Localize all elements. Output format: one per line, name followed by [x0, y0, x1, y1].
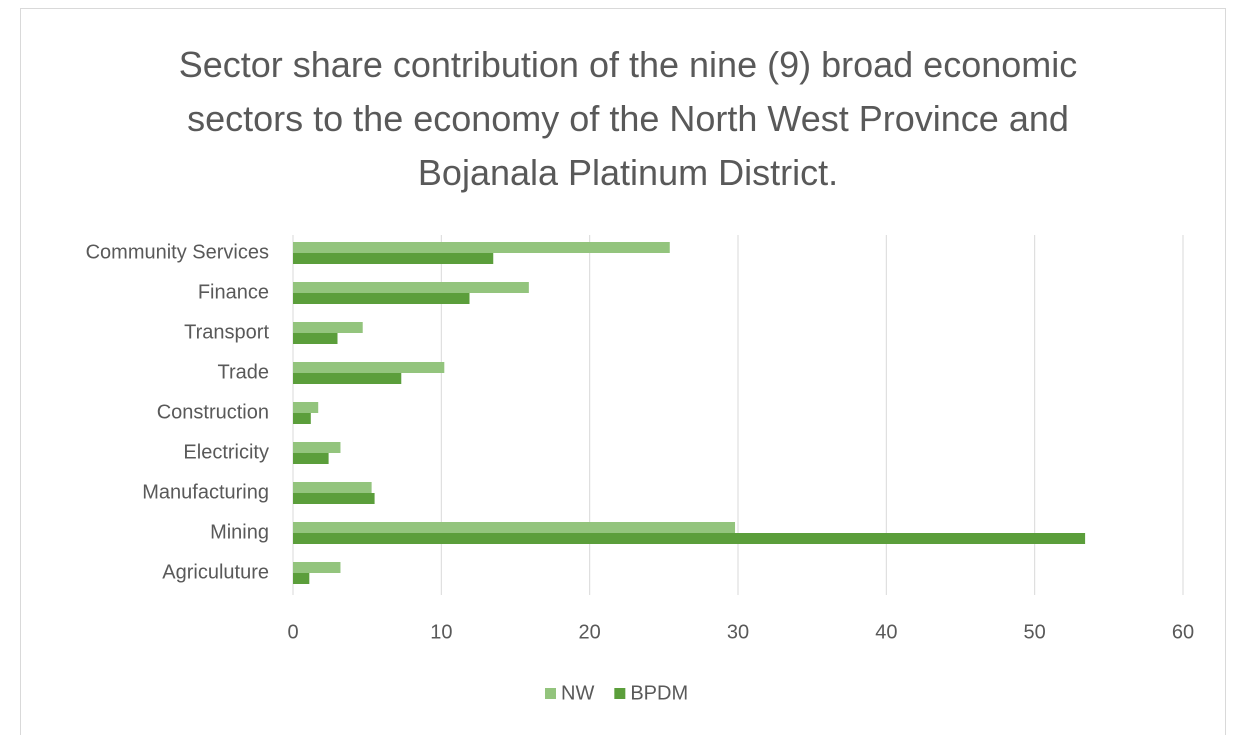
y-tick-label: Agriculuture — [162, 561, 269, 583]
bar — [293, 402, 319, 413]
x-tick-label: 10 — [430, 621, 452, 643]
bar — [293, 333, 338, 344]
y-tick-label: Transport — [184, 321, 269, 343]
y-tick-label: Mining — [210, 521, 269, 543]
legend-label: BPDM — [630, 682, 688, 704]
y-tick-label: Community Services — [86, 241, 269, 263]
bar — [293, 242, 670, 253]
x-tick-label: 50 — [1024, 621, 1046, 643]
bar — [293, 293, 470, 304]
bar — [293, 522, 736, 533]
legend-swatch — [545, 688, 556, 699]
bar — [293, 482, 372, 493]
bar — [293, 413, 311, 424]
x-tick-label: 30 — [727, 621, 749, 643]
legend-swatch — [614, 688, 626, 699]
x-tick-label: 0 — [287, 621, 298, 643]
bar — [293, 322, 363, 333]
legend-label: NW — [561, 682, 594, 704]
y-tick-label: Construction — [157, 401, 269, 423]
y-tick-label: Finance — [198, 281, 269, 303]
x-tick-label: 20 — [579, 621, 601, 643]
bar — [293, 282, 529, 293]
y-tick-label: Electricity — [183, 441, 269, 463]
bar — [293, 493, 375, 504]
chart-title: Sector share contribution of the nine (9… — [178, 44, 1078, 193]
x-tick-label: 40 — [875, 621, 897, 643]
bar — [293, 253, 494, 264]
bar — [293, 442, 341, 453]
bar — [293, 573, 310, 584]
x-tick-label: 60 — [1172, 621, 1194, 643]
y-tick-label: Manufacturing — [142, 481, 269, 503]
y-tick-label: Trade — [217, 361, 269, 383]
chart-frame — [20, 8, 1226, 735]
bar — [293, 453, 329, 464]
bar — [293, 362, 445, 373]
bar — [293, 533, 1086, 544]
bar — [293, 373, 402, 384]
bar — [293, 562, 341, 573]
